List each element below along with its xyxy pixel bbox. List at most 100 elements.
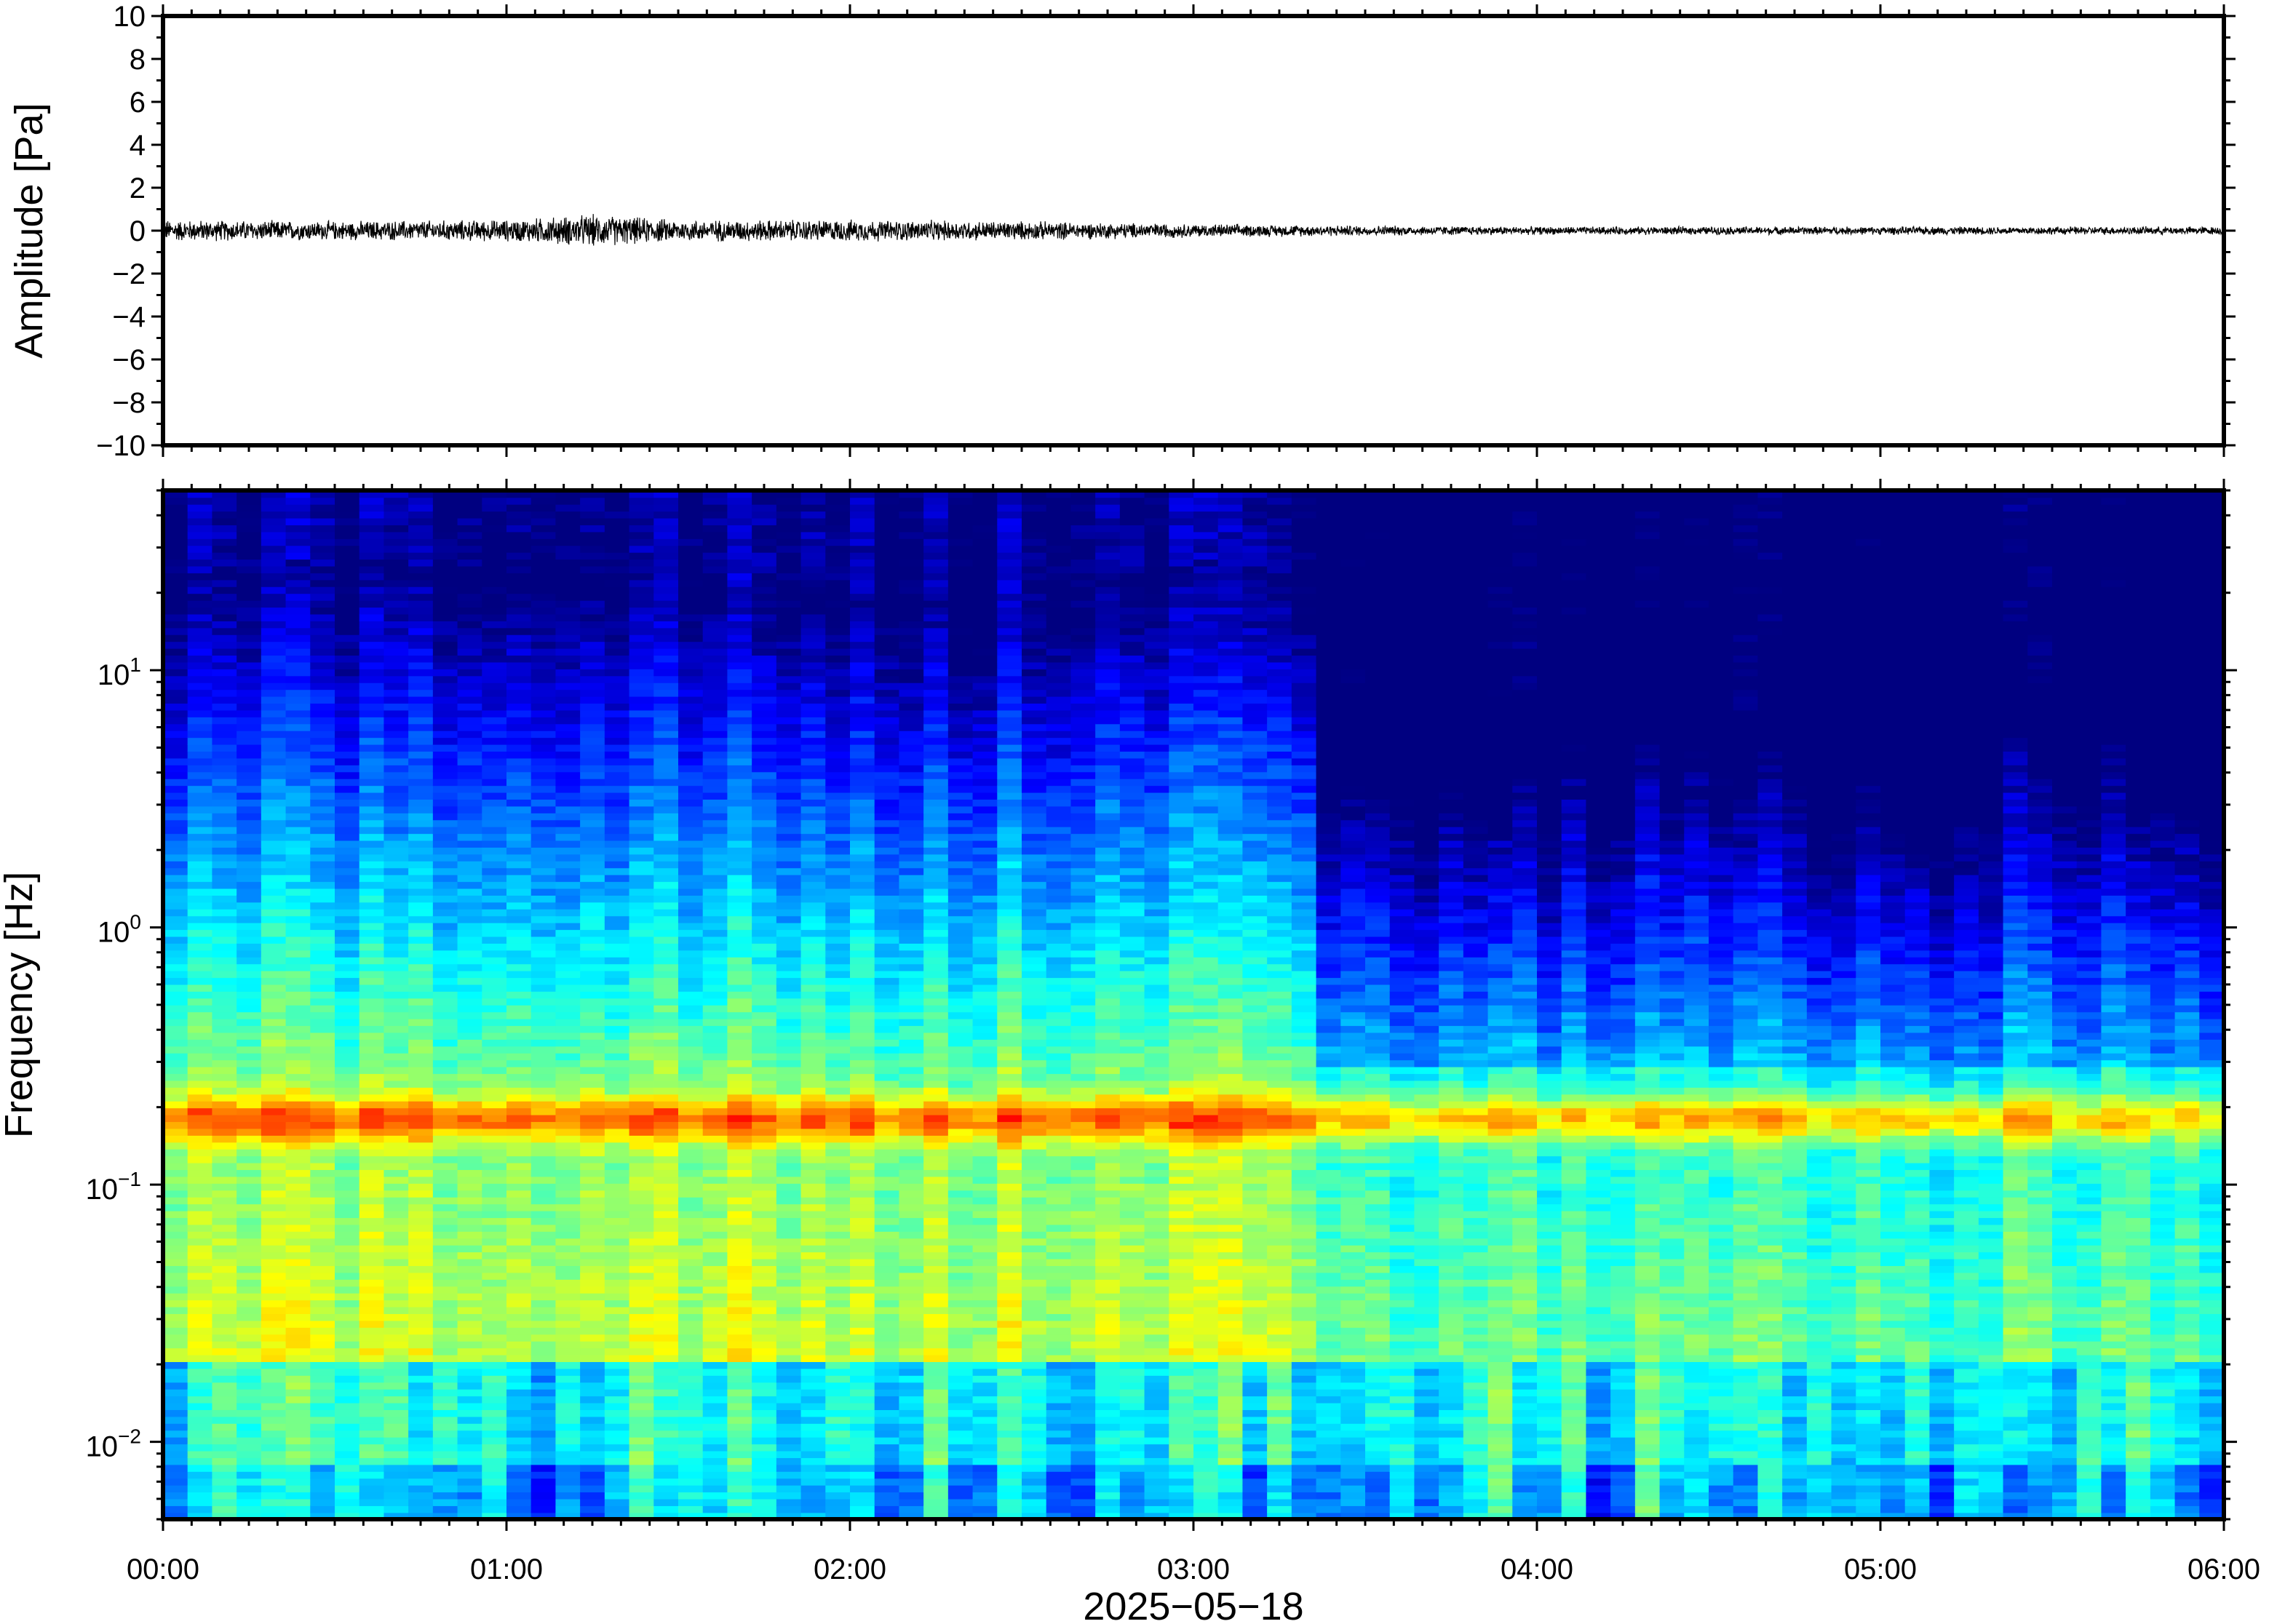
spectrogram-cell — [825, 1478, 851, 1486]
spectrogram-cell — [825, 744, 851, 752]
spectrogram-cell — [187, 1148, 213, 1157]
spectrogram-cell — [629, 1190, 655, 1198]
spectrogram-cell — [580, 1258, 605, 1267]
spectrogram-cell — [776, 531, 802, 539]
spectrogram-cell — [850, 950, 875, 958]
spectrogram-cell — [629, 709, 655, 717]
spectrogram-cell — [850, 936, 875, 944]
spectrogram-cell — [899, 1498, 924, 1506]
spectrogram-cell — [359, 1059, 385, 1067]
spectrogram-cell — [212, 1066, 237, 1075]
spectrogram-cell — [432, 696, 458, 704]
spectrogram-cell — [285, 1128, 311, 1136]
spectrogram-cell — [163, 1402, 188, 1410]
spectrogram-cell — [850, 757, 875, 765]
spectrogram-cell — [432, 593, 458, 601]
spectrogram-cell — [727, 1100, 752, 1109]
spectrogram-cell — [310, 1094, 335, 1102]
spectrogram-cell — [653, 1114, 679, 1123]
spectrogram-cell — [629, 525, 655, 533]
spectrogram-cell — [678, 957, 704, 965]
spectrogram-cell — [457, 1430, 483, 1438]
spectrogram-cell — [727, 847, 752, 855]
spectrogram-cell — [800, 1430, 827, 1438]
spectrogram-cell — [580, 1265, 605, 1273]
spectrogram-cell — [850, 847, 875, 855]
spectrogram-cell — [604, 1210, 630, 1219]
spectrogram-cell — [947, 861, 974, 869]
spectrogram-cell — [408, 881, 434, 889]
spectrogram-cell — [384, 1094, 409, 1102]
spectrogram-cell — [923, 970, 949, 979]
spectrogram-cell — [359, 1231, 385, 1239]
spectrogram-cell — [237, 717, 262, 725]
spectrogram-cell — [482, 847, 507, 855]
spectrogram-cell — [825, 1100, 851, 1109]
spectrogram-cell — [482, 1457, 507, 1465]
spectrogram-cell — [825, 607, 851, 615]
spectrogram-cell — [432, 1299, 458, 1307]
spectrogram-cell — [285, 1396, 311, 1404]
spectrogram-cell — [457, 915, 483, 923]
spectrogram-cell — [923, 1286, 949, 1294]
spectrogram-cell — [702, 888, 728, 896]
spectrogram-cell — [702, 984, 728, 992]
spectrogram-cell — [237, 1046, 262, 1054]
spectrogram-cell — [702, 1039, 728, 1047]
spectrogram-cell — [899, 1018, 924, 1027]
spectrogram-cell — [359, 1320, 385, 1328]
spectrogram-cell — [800, 1059, 827, 1067]
spectrogram-cell — [384, 538, 409, 546]
spectrogram-cell — [163, 1457, 188, 1465]
spectrogram-cell — [432, 984, 458, 992]
spectrogram-cell — [752, 1231, 777, 1239]
spectrogram-cell — [408, 1444, 434, 1452]
spectrogram-cell — [678, 922, 704, 931]
spectrogram-cell — [604, 730, 630, 739]
spectrogram-cell — [384, 1348, 409, 1356]
spectrogram-cell — [408, 819, 434, 827]
spectrogram-cell — [163, 655, 188, 663]
spectrogram-cell — [629, 1107, 655, 1115]
spectrogram-cell — [727, 881, 752, 889]
spectrogram-cell — [947, 689, 974, 697]
spectrogram-cell — [285, 1430, 311, 1438]
spectrogram-cell — [555, 1169, 581, 1177]
spectrogram-cell — [506, 627, 532, 635]
spectrogram-cell — [776, 1224, 802, 1232]
spectrogram-cell — [212, 709, 237, 717]
spectrogram-cell — [752, 1100, 777, 1109]
spectrogram-cell — [874, 517, 900, 525]
spectrogram-cell — [947, 490, 974, 498]
spectrogram-cell — [776, 1094, 802, 1102]
spectrogram-cell — [531, 984, 557, 992]
spectrogram-cell — [432, 1464, 458, 1472]
spectrogram-cell — [702, 1094, 728, 1102]
spectrogram-cell — [432, 778, 458, 787]
spectrogram-cell — [874, 511, 900, 519]
spectrogram-cell — [752, 1114, 777, 1123]
spectrogram-cell — [555, 1478, 581, 1486]
spectrogram-cell — [310, 799, 335, 807]
spectrogram-cell — [261, 922, 287, 931]
spectrogram-cell — [237, 1196, 262, 1205]
spectrogram-cell — [187, 1121, 213, 1129]
spectrogram-cell — [359, 1244, 385, 1253]
spectrogram-cell — [310, 600, 335, 608]
spectrogram-cell — [727, 1046, 752, 1054]
spectrogram-cell — [776, 641, 802, 649]
spectrogram-cell — [776, 977, 802, 985]
spectrogram-cell — [310, 1039, 335, 1047]
spectrogram-cell — [531, 607, 557, 615]
spectrogram-cell — [384, 984, 409, 992]
spectrogram-cell — [653, 1409, 679, 1417]
spectrogram-cell — [702, 1121, 728, 1129]
spectrogram-cell — [506, 545, 532, 553]
spectrogram-cell — [825, 525, 851, 533]
spectrogram-cell — [580, 661, 605, 669]
spectrogram-cell — [555, 1107, 581, 1115]
spectrogram-cell — [678, 826, 704, 835]
spectrogram-cell — [457, 1375, 483, 1383]
spectrogram-cell — [776, 1450, 802, 1458]
spectrogram-cell — [432, 991, 458, 999]
